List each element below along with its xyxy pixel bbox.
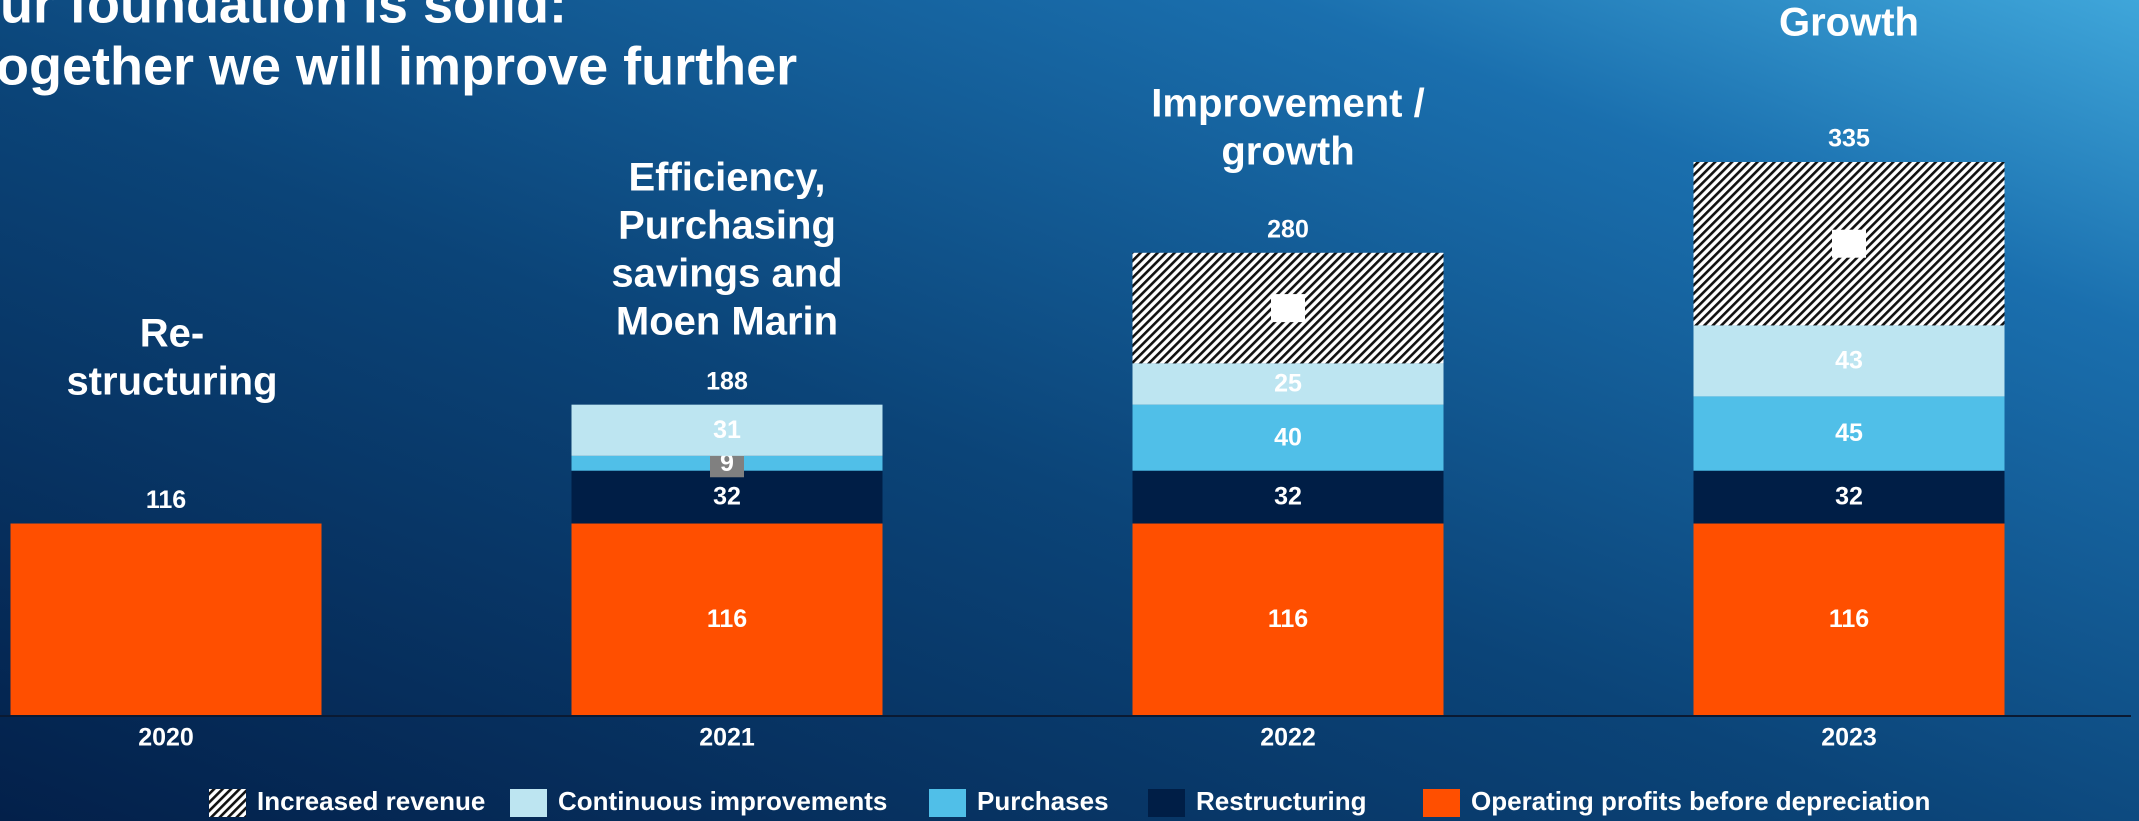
bar-segment	[571, 470, 883, 524]
annotation: structuring	[66, 360, 277, 404]
annotation: Growth	[1779, 1, 1919, 45]
bar-segment	[1693, 325, 2005, 397]
bar-segment	[1132, 523, 1444, 715]
annotation: Re-	[140, 312, 204, 356]
annotation: growth	[1221, 130, 1354, 174]
bar-segment	[1693, 470, 2005, 524]
legend-swatch	[510, 789, 547, 817]
x-tick-label: 2023	[1821, 724, 1877, 752]
annotation: Purchasing	[618, 204, 836, 248]
annotation: savings and	[611, 252, 842, 296]
bar-segment	[1132, 363, 1444, 405]
value-label: 67	[1274, 294, 1302, 322]
legend-label: Continuous improvements	[558, 786, 887, 816]
bar-segment	[1132, 470, 1444, 524]
value-label: 99	[1835, 229, 1863, 257]
bar-segment	[571, 404, 883, 456]
annotation: Efficiency,	[628, 156, 825, 200]
title-line: Together we will improve further	[0, 36, 797, 96]
legend-swatch	[1423, 789, 1460, 817]
total-label: 280	[1267, 215, 1309, 243]
legend-label: Purchases	[977, 786, 1109, 816]
total-label: 335	[1828, 125, 1870, 153]
value-label: 31	[713, 416, 741, 444]
label-box	[1271, 294, 1305, 323]
total-label: 116	[146, 486, 186, 514]
value-label: 116	[1268, 605, 1308, 633]
title-line: Our foundation is solid:	[0, 0, 567, 34]
legend-label: Increased revenue	[257, 786, 485, 816]
label-box	[1832, 229, 1866, 258]
x-tick-label: 2021	[699, 724, 755, 752]
legend-swatch	[1148, 789, 1185, 817]
value-label: 116	[707, 605, 747, 633]
value-label: 9	[720, 449, 734, 477]
bar-segment	[1693, 523, 2005, 715]
legend-label: Restructuring	[1196, 786, 1366, 816]
legend-label: Operating profits before depreciation	[1471, 786, 1930, 816]
legend-swatch	[929, 789, 966, 817]
value-label: 32	[713, 483, 741, 511]
value-label: 25	[1274, 370, 1302, 398]
bar-segment	[10, 523, 322, 715]
value-label: 32	[1835, 483, 1863, 511]
legend-swatch	[209, 789, 246, 817]
annotation: Improvement /	[1151, 82, 1424, 126]
value-label: 40	[1274, 423, 1302, 451]
value-label: 45	[1835, 419, 1863, 447]
value-label: 43	[1835, 347, 1863, 375]
value-label: 116	[1829, 605, 1869, 633]
total-label: 188	[706, 367, 748, 395]
x-tick-label: 2022	[1260, 724, 1316, 752]
bar-segment	[1693, 396, 2005, 471]
bar-segment	[1132, 404, 1444, 471]
bar-segment	[571, 523, 883, 715]
annotation: Moen Marin	[616, 300, 838, 344]
x-tick-label: 2020	[138, 724, 194, 752]
value-label: 32	[1274, 483, 1302, 511]
